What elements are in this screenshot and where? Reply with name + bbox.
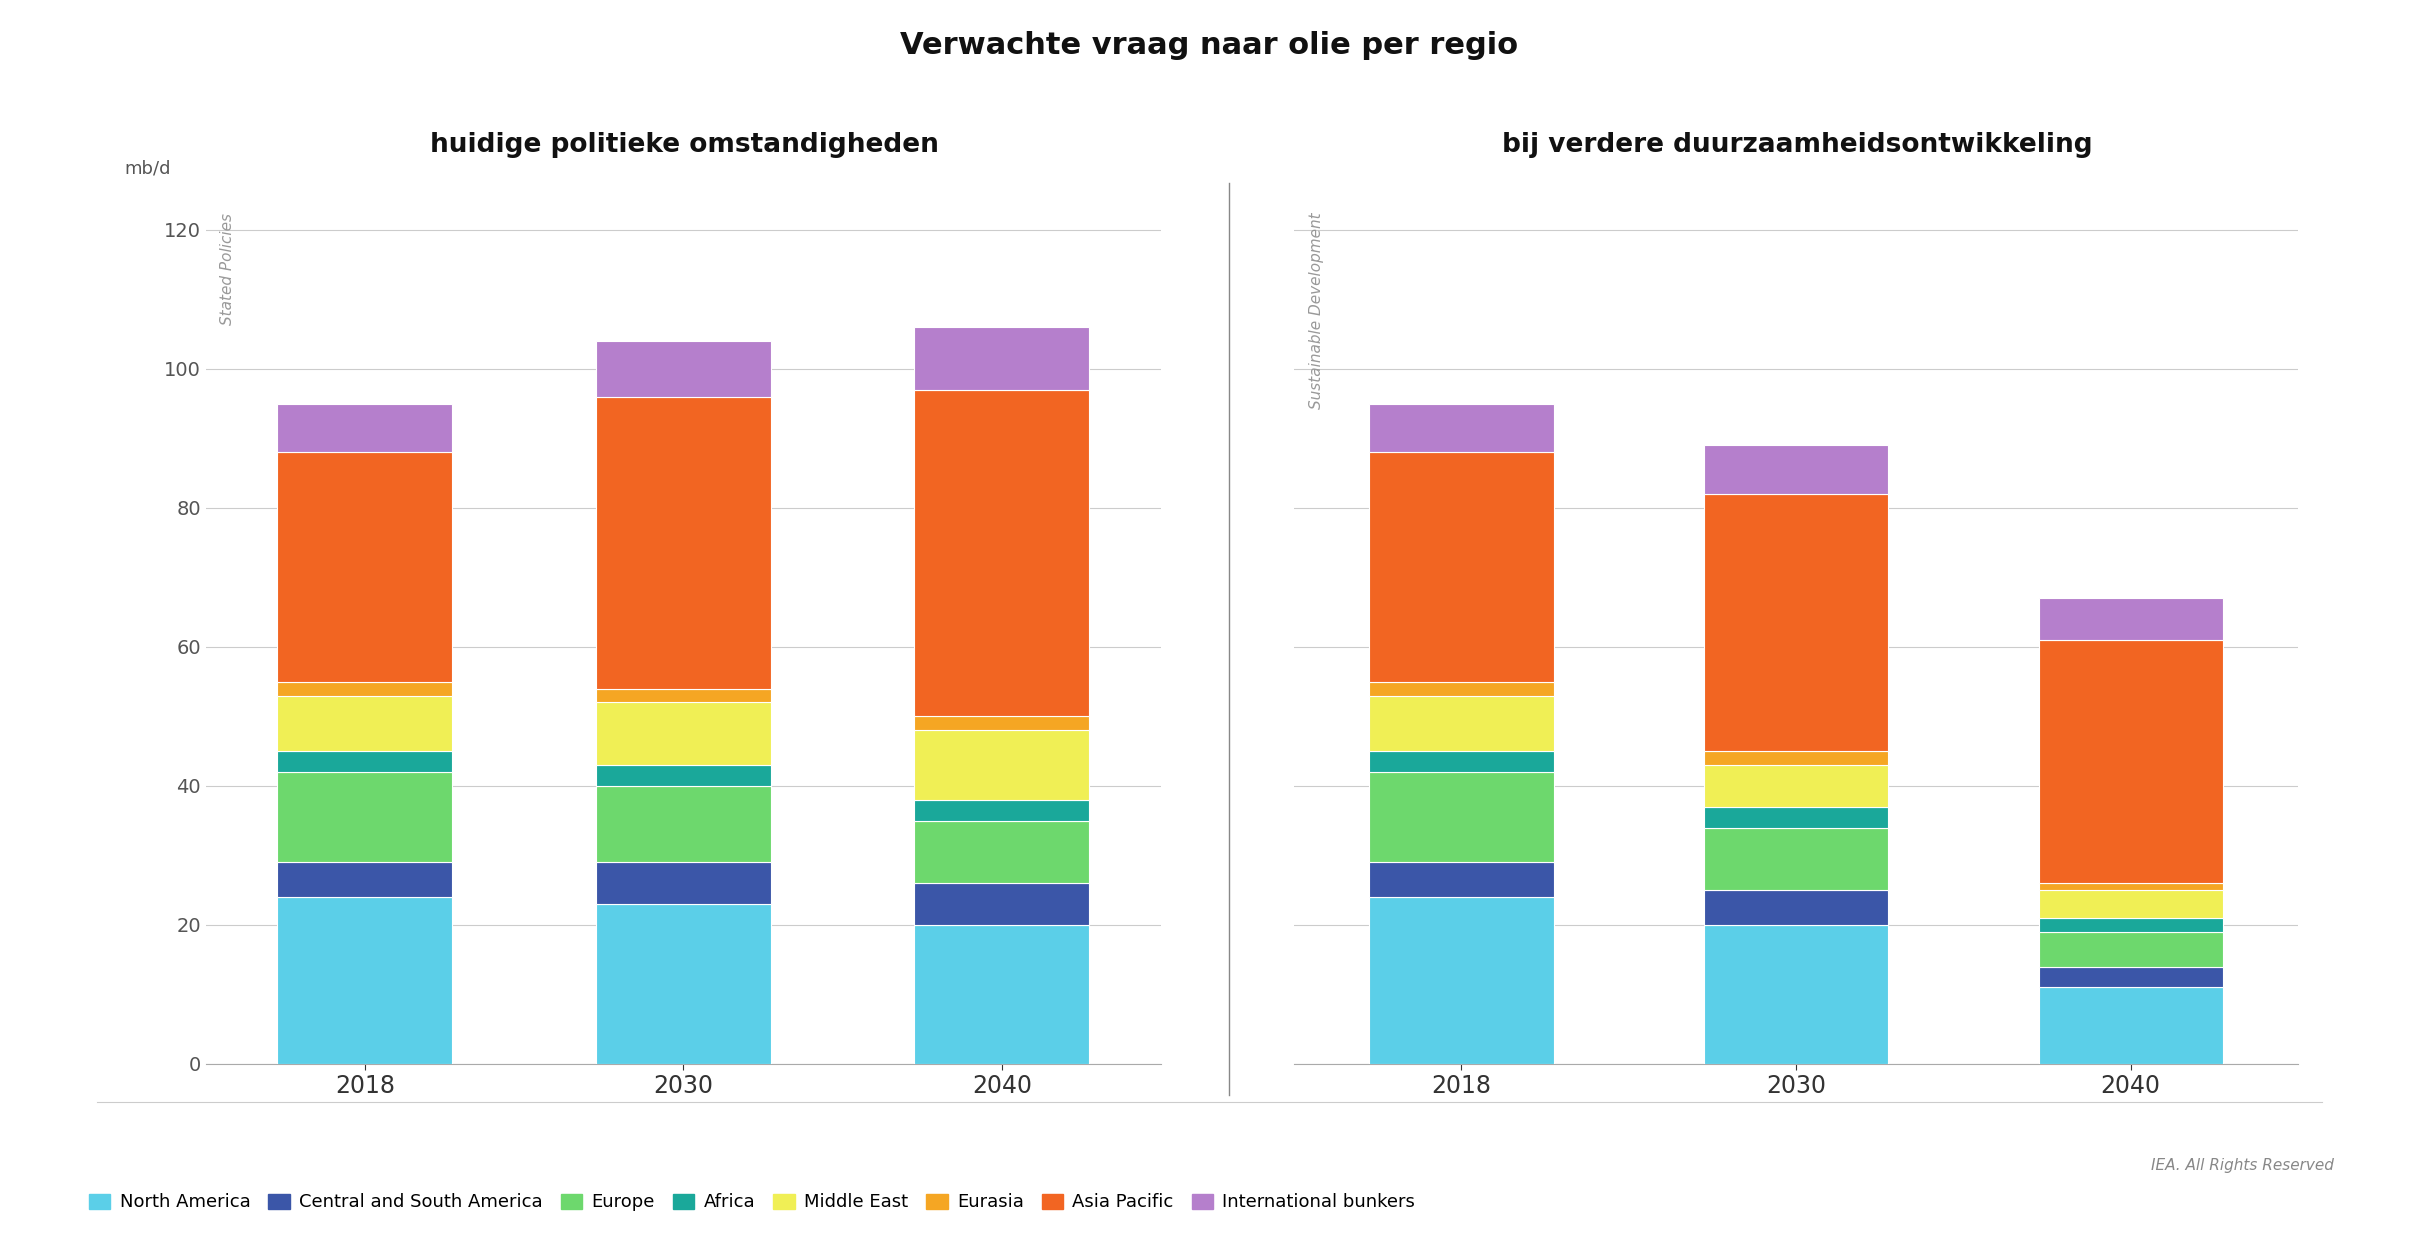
Bar [914,925,1089,1064]
Bar [2039,932,2223,967]
Text: huidige politieke omstandigheden: huidige politieke omstandigheden [431,132,939,159]
Bar [595,397,772,689]
Bar [278,862,452,898]
Bar [1703,807,1889,827]
Bar [595,689,772,703]
Bar [1703,446,1889,494]
Bar [1369,772,1553,862]
Bar [595,786,772,862]
Bar [1703,494,1889,752]
Text: IEA. All Rights Reserved: IEA. All Rights Reserved [2150,1158,2334,1173]
Bar [1703,925,1889,1064]
Bar [278,452,452,681]
Text: Sustainable Development: Sustainable Development [1309,213,1323,409]
Text: mb/d: mb/d [123,160,172,178]
Bar [914,390,1089,716]
Bar [595,765,772,786]
Bar [914,821,1089,883]
Bar [1369,695,1553,752]
Bar [595,703,772,765]
Bar [2039,640,2223,883]
Bar [595,862,772,904]
Text: Verwachte vraag naar olie per regio: Verwachte vraag naar olie per regio [900,31,1519,60]
Bar [1703,827,1889,890]
Bar [278,695,452,752]
Bar [2039,987,2223,1064]
Bar [1369,898,1553,1064]
Bar [914,327,1089,390]
Bar [1369,452,1553,681]
Bar [1369,404,1553,452]
Bar [2039,918,2223,932]
Bar [914,883,1089,925]
Bar [1703,765,1889,807]
Bar [914,716,1089,730]
Bar [595,341,772,397]
Bar [914,730,1089,799]
Bar [2039,598,2223,640]
Bar [2039,967,2223,987]
Bar [1369,862,1553,898]
Bar [278,772,452,862]
Bar [278,752,452,772]
Bar [278,898,452,1064]
Bar [278,404,452,452]
Bar [2039,883,2223,890]
Text: bij verdere duurzaamheidsontwikkeling: bij verdere duurzaamheidsontwikkeling [1502,132,2092,159]
Legend: North America, Central and South America, Europe, Africa, Middle East, Eurasia, : North America, Central and South America… [82,1186,1422,1219]
Text: Stated Policies: Stated Policies [220,213,235,325]
Bar [1369,681,1553,695]
Bar [1703,752,1889,765]
Bar [278,681,452,695]
Bar [914,799,1089,821]
Bar [595,904,772,1064]
Bar [2039,890,2223,918]
Bar [1703,890,1889,925]
Bar [1369,752,1553,772]
